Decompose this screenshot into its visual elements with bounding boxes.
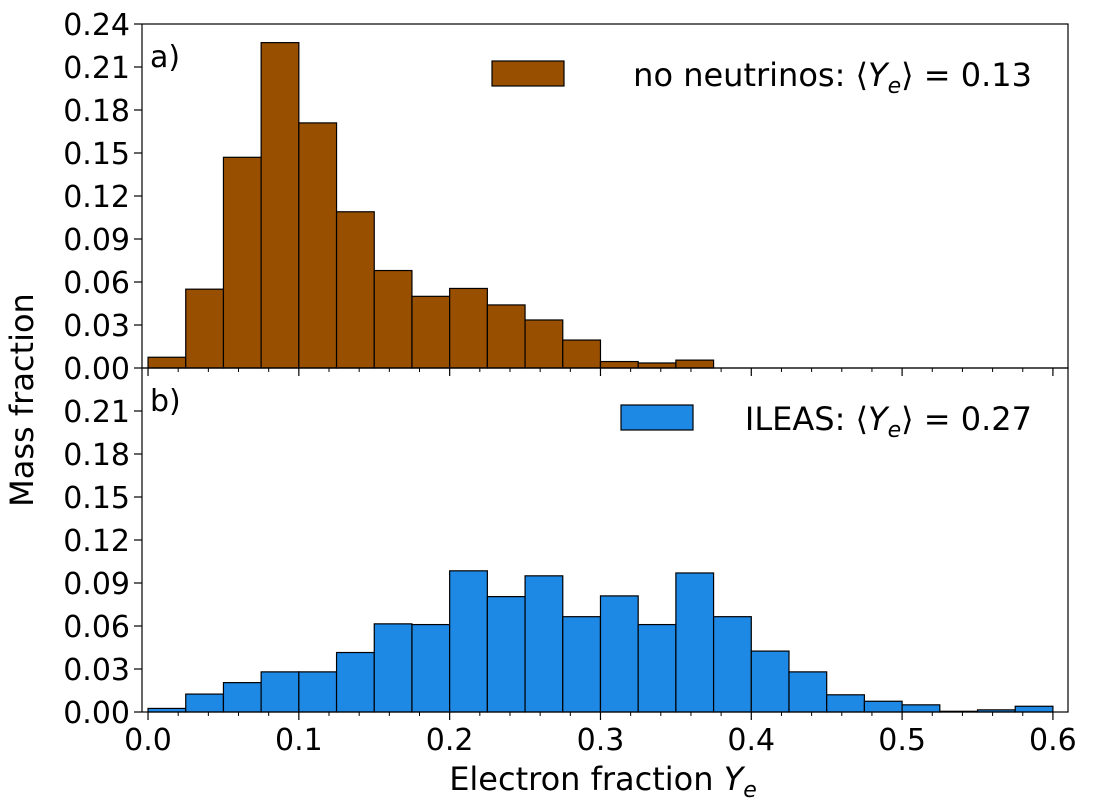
- panel-b-bar: [260, 671, 300, 713]
- panel-b: 0.00 0.03 0.06 0.09 0.12 0.15 0.18 0.21 b) ILEA…: [63, 384, 1054, 731]
- panel-b-y-tick-label: 0.06: [63, 610, 130, 645]
- panel-b-y-tick-label: 0.15: [63, 481, 130, 516]
- panel-b-y-tick-label: 0.12: [63, 524, 130, 559]
- panel-b-bar: [335, 651, 375, 713]
- panel-b-bar: [675, 572, 715, 713]
- panel-a-y-tick-label: 0.00: [63, 352, 130, 387]
- x-tick-label: 0.5: [878, 723, 926, 758]
- panel-b-bar: [1014, 705, 1054, 713]
- panel-b-frame: [141, 367, 1069, 713]
- panel-b-bar: [524, 575, 564, 713]
- panel-a-bar: [260, 42, 300, 369]
- panel-b-bar: [599, 595, 639, 713]
- panel-b-bar: [373, 623, 413, 713]
- panel-b-legend: ILEAS: ⟨Ye⟩ = 0.27: [620, 400, 1032, 443]
- panel-a-bar: [486, 304, 526, 369]
- panel-b-bar: [750, 650, 790, 713]
- panel-a-bar: [185, 288, 225, 369]
- panel-b-y-tick-label: 0.18: [63, 438, 130, 473]
- panel-b-y-tick-label: 0.03: [63, 653, 130, 688]
- panel-a-y-tick-label: 0.18: [63, 94, 130, 129]
- panel-b-bar: [411, 623, 451, 713]
- x-tick-label: 0.3: [577, 723, 625, 758]
- panel-b-bar: [901, 704, 941, 713]
- x-tick-label: 0.6: [1029, 723, 1077, 758]
- panel-b-bar: [637, 623, 677, 713]
- panel-b-bar: [449, 570, 488, 713]
- x-tick-label: 0.4: [727, 723, 775, 758]
- y-axis-label: Mass fraction: [3, 293, 41, 507]
- panel-b-y-tick-label: 0.09: [63, 567, 130, 602]
- panel-a-bar: [599, 360, 639, 369]
- panel-b-y-tick-label: 0.21: [63, 395, 130, 430]
- x-tick-label: 0.1: [275, 723, 323, 758]
- panel-b-bar: [298, 671, 338, 713]
- panel-b-label: b): [150, 384, 181, 419]
- panel-b-bar: [788, 671, 828, 713]
- panel-a-bar: [298, 122, 338, 369]
- panel-a-bar: [411, 295, 451, 369]
- panel-a-y-tick-label: 0.12: [63, 180, 130, 215]
- panel-a-y-tick-label: 0.06: [63, 266, 130, 301]
- panel-b-bars: [147, 570, 1054, 713]
- panel-a-bar: [524, 319, 564, 369]
- panel-a-y-ticks: 0.00 0.03 0.06 0.09 0.12 0.15 0.18 0.21 0.24: [63, 8, 142, 387]
- panel-a-label: a): [150, 40, 180, 75]
- panel-b-bar: [486, 596, 526, 713]
- legend-swatch-ileas: [620, 404, 694, 431]
- panel-a-y-tick-label: 0.24: [63, 8, 130, 43]
- panel-a-bar: [562, 339, 602, 369]
- panel-a-bar: [637, 362, 677, 369]
- panel-a-legend: no neutrinos: ⟨Ye⟩ = 0.13: [491, 56, 1032, 99]
- panel-a-bar: [373, 269, 413, 369]
- panel-a-y-tick-label: 0.09: [63, 223, 130, 258]
- legend-text-no-neutrinos: no neutrinos: ⟨Ye⟩ = 0.13: [633, 56, 1032, 99]
- panel-a-bar: [335, 211, 375, 369]
- panel-a-y-tick-label: 0.15: [63, 137, 130, 172]
- legend-swatch-no-neutrinos: [491, 60, 565, 87]
- x-tick-label: 0.2: [426, 723, 474, 758]
- panel-a-bars: [147, 42, 715, 369]
- panel-b-y-tick-label: 0.00: [63, 696, 130, 731]
- panel-b-bar: [712, 616, 752, 713]
- panel-b-bar: [222, 682, 262, 713]
- panel-b-bar: [185, 693, 225, 713]
- panel-a-bar: [222, 156, 262, 369]
- legend-text-ileas: ILEAS: ⟨Ye⟩ = 0.27: [745, 400, 1032, 443]
- panel-b-bar: [826, 694, 866, 713]
- panel-a-y-tick-label: 0.03: [63, 309, 130, 344]
- x-axis-label: Electron fraction Ye: [449, 760, 757, 800]
- panel-b-bar: [863, 700, 903, 713]
- panel-a-bar: [675, 359, 715, 369]
- panel-a-y-tick-label: 0.21: [63, 51, 130, 86]
- panel-b-bar: [562, 616, 602, 713]
- x-axis-ticks: 0.0 0.1 0.2 0.3 0.4 0.5 0.6: [124, 368, 1077, 758]
- panel-b-y-ticks: 0.00 0.03 0.06 0.09 0.12 0.15 0.18 0.21: [63, 395, 142, 731]
- x-tick-label: 0.0: [124, 723, 172, 758]
- panel-a-bar: [449, 287, 488, 369]
- panel-a-bar: [147, 356, 187, 369]
- panel-a: 0.000.030.060.090.120.150.180.210.24 a) …: [63, 8, 1032, 387]
